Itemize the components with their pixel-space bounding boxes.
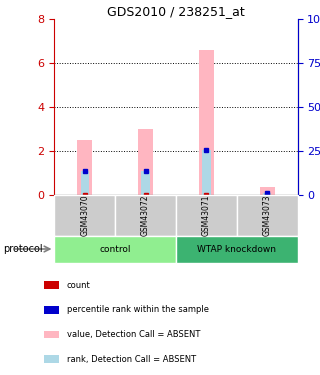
Bar — [202, 150, 211, 195]
Bar — [44, 281, 59, 289]
Text: WTAP knockdown: WTAP knockdown — [197, 244, 276, 254]
Text: rank, Detection Call = ABSENT: rank, Detection Call = ABSENT — [67, 355, 196, 364]
Text: GSM43072: GSM43072 — [141, 195, 150, 236]
Bar — [260, 187, 275, 195]
Bar — [77, 140, 92, 195]
Title: GDS2010 / 238251_at: GDS2010 / 238251_at — [107, 4, 245, 18]
Bar — [54, 236, 176, 262]
Text: percentile rank within the sample: percentile rank within the sample — [67, 305, 209, 314]
Bar — [199, 50, 214, 195]
Bar — [81, 171, 89, 195]
Text: control: control — [100, 244, 131, 254]
Bar — [237, 195, 298, 236]
Text: GSM43070: GSM43070 — [80, 194, 89, 236]
Bar — [54, 195, 115, 236]
Text: value, Detection Call = ABSENT: value, Detection Call = ABSENT — [67, 330, 200, 339]
Bar — [44, 306, 59, 314]
Bar — [115, 195, 176, 236]
Bar — [263, 193, 271, 195]
Text: GSM43073: GSM43073 — [263, 194, 272, 236]
Bar — [176, 236, 298, 262]
Bar — [44, 331, 59, 339]
Bar — [44, 356, 59, 363]
Text: count: count — [67, 280, 91, 290]
Bar — [141, 171, 150, 195]
Bar — [176, 195, 237, 236]
Bar — [138, 129, 153, 195]
Text: protocol: protocol — [3, 244, 43, 254]
Text: GSM43071: GSM43071 — [202, 195, 211, 236]
